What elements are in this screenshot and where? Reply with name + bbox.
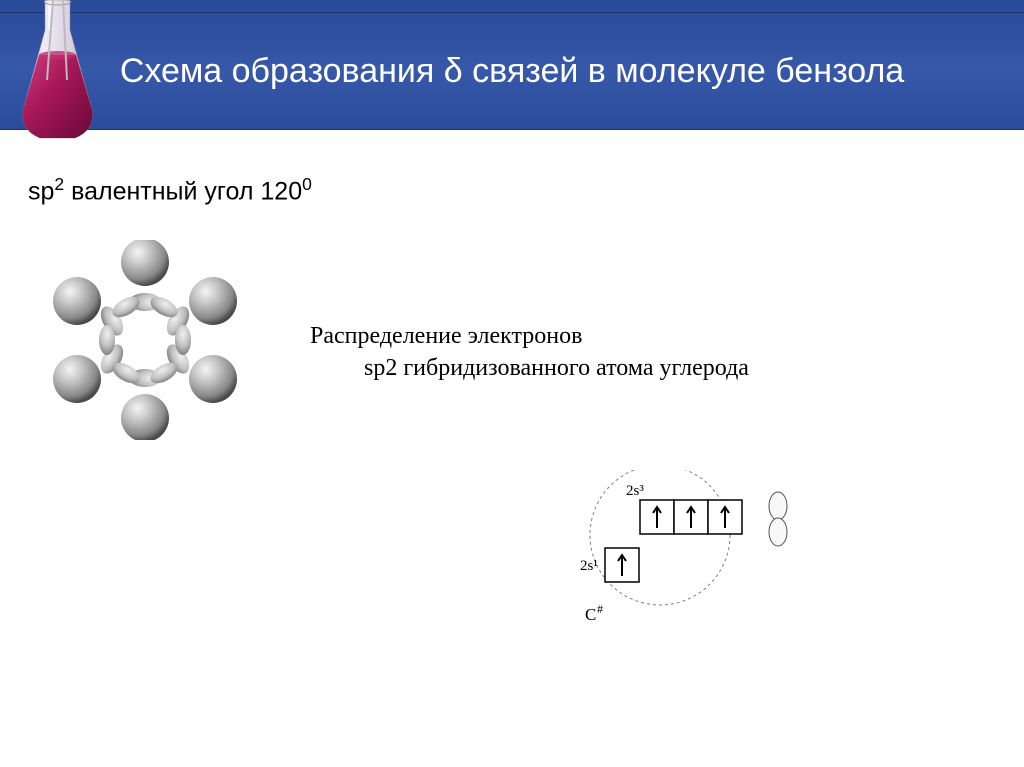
flask-image bbox=[15, 0, 100, 145]
svg-text:#: # bbox=[597, 602, 603, 616]
subtitle-rest: валентный угол 120 bbox=[64, 177, 302, 205]
label-c: C bbox=[585, 605, 596, 624]
subtitle-sup: 2 bbox=[54, 174, 64, 194]
subtitle: sp2 валентный угол 1200 bbox=[28, 174, 312, 206]
electron-caption: Распределение электронов sp2 гибридизова… bbox=[310, 320, 749, 385]
subtitle-sup2: 0 bbox=[302, 174, 312, 194]
caption-line2: sp2 гибридизованного атома углерода bbox=[310, 352, 749, 384]
caption-line1: Распределение электронов bbox=[310, 320, 749, 352]
slide-title: Схема образования δ связей в молекуле бе… bbox=[120, 49, 904, 93]
subtitle-prefix: sp bbox=[28, 177, 54, 205]
top-accent-bar bbox=[0, 0, 1024, 12]
label-2p: 2s³ bbox=[626, 483, 644, 499]
slide-header: Схема образования δ связей в молекуле бе… bbox=[0, 12, 1024, 130]
benzene-molecule bbox=[40, 240, 250, 440]
label-2s: 2s¹ bbox=[580, 558, 598, 574]
orbital-diagram: 2s³ 2s¹ C # bbox=[530, 470, 850, 650]
